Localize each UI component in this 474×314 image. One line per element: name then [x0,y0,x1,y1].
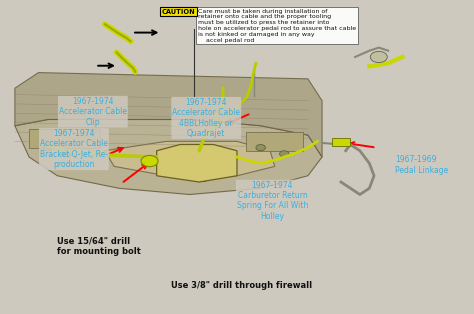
Text: Use 3/8" drill through firewall: Use 3/8" drill through firewall [171,281,312,290]
Bar [29,129,100,148]
Text: 1967-1974
Accelerator Cable
Clip: 1967-1974 Accelerator Cable Clip [59,97,127,127]
Bar [246,132,303,151]
Polygon shape [15,73,322,157]
Text: 1967-1974
Carburetor Return
Spring For All With
Holley: 1967-1974 Carburetor Return Spring For A… [237,181,308,221]
Circle shape [43,144,53,151]
Text: CAUTION: CAUTION [162,8,195,14]
Text: 1967-1974
Accelerator Cable
4BBLHolley or
Quadrajet: 1967-1974 Accelerator Cable 4BBLHolley o… [172,98,240,138]
Polygon shape [15,120,322,194]
Circle shape [141,155,158,167]
Polygon shape [105,141,275,176]
Circle shape [62,151,72,157]
Bar [331,138,350,146]
Text: 1967-1969
Pedal Linkage: 1967-1969 Pedal Linkage [395,155,448,175]
Circle shape [280,151,289,157]
Circle shape [256,144,265,151]
Text: Care must be taken during installation of
retainer onto cable and the proper too: Care must be taken during installation o… [198,8,356,42]
Polygon shape [156,144,237,182]
Text: Use 15/64" drill
for mounting bolt: Use 15/64" drill for mounting bolt [57,236,141,256]
Circle shape [370,51,387,62]
Text: 1967-1974
Accelerator Cable
Bracket Q-Jet, Re-
production: 1967-1974 Accelerator Cable Bracket Q-Je… [40,129,108,169]
